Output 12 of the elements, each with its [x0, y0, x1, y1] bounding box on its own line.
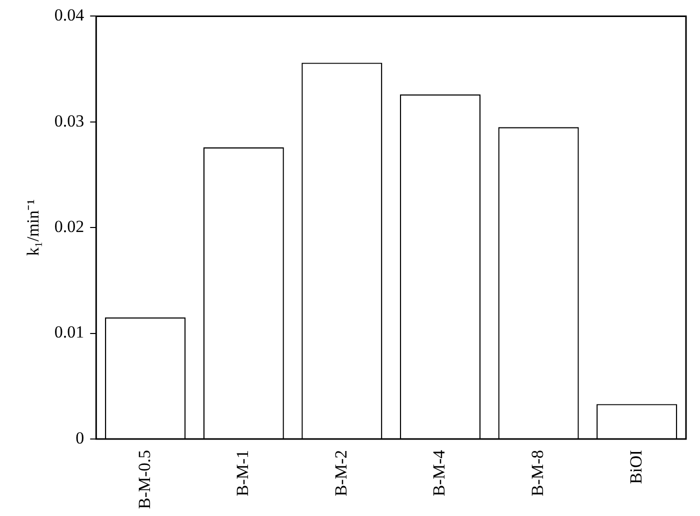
y-tick-label: 0.02	[54, 217, 84, 236]
x-tick-label: B-M-2	[331, 450, 350, 496]
x-tick-label: BiOI	[626, 450, 646, 484]
x-tick-label: B-M-4	[430, 449, 449, 496]
y-tick-label: 0.03	[54, 111, 84, 130]
x-tick-label: B-M-1	[233, 450, 252, 496]
y-tick-label: 0	[76, 428, 84, 448]
y-axis-title: k₁/min⁻¹	[24, 199, 43, 256]
x-tick-label: B-M-0.5	[134, 450, 154, 510]
y-tick-label: 0.04	[54, 6, 85, 25]
y-tick-label: 0.01	[54, 322, 84, 342]
x-tick-label: B-M-8	[528, 450, 548, 496]
